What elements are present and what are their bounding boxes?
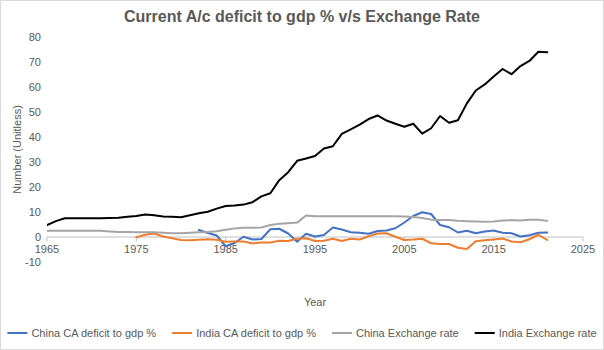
y-tick-label: 70: [29, 56, 41, 68]
plot-lines: [47, 52, 547, 249]
x-tick-label: 2005: [392, 243, 416, 255]
legend: China CA deficit to gdp % India CA defici…: [7, 327, 596, 339]
series-line: [199, 212, 547, 246]
y-tick-label: 0: [35, 231, 41, 243]
x-tick-label: 1995: [303, 243, 327, 255]
legend-label: China CA deficit to gdp %: [31, 327, 156, 339]
x-tick: [583, 237, 584, 241]
y-tick-label: 40: [29, 131, 41, 143]
x-tick: [225, 237, 226, 241]
x-axis-title: Year: [304, 296, 327, 308]
legend-swatch: [332, 332, 352, 334]
legend-label: India Exchange rate: [499, 327, 597, 339]
y-tick-label: 50: [29, 106, 41, 118]
x-tick-label: 1975: [124, 243, 148, 255]
x-tick-label: 2015: [481, 243, 505, 255]
chart: Current A/c deficit to gdp % v/s Exchang…: [0, 0, 604, 350]
series-line: [47, 52, 547, 225]
y-tick-label: 10: [29, 206, 41, 218]
y-axis-title: Number (Unitless): [11, 105, 23, 194]
title: Current A/c deficit to gdp % v/s Exchang…: [124, 8, 480, 25]
series-line: [136, 233, 547, 249]
legend-swatch: [475, 332, 495, 334]
legend-label: China Exchange rate: [356, 327, 459, 339]
x-tick-label: 2025: [571, 243, 595, 255]
y-tick-label: 20: [29, 181, 41, 193]
chart-frame: [1, 1, 604, 350]
y-tick-label: 60: [29, 81, 41, 93]
y-tick-label: 80: [29, 31, 41, 43]
legend-label: India CA deficit to gdp %: [196, 327, 316, 339]
y-tick-label: -10: [25, 256, 41, 268]
x-tick-label: 1965: [35, 243, 59, 255]
y-tick-label: 30: [29, 156, 41, 168]
x-tick: [47, 237, 48, 241]
legend-swatch: [172, 332, 192, 334]
y-axis: [47, 37, 48, 262]
legend-swatch: [7, 332, 27, 334]
